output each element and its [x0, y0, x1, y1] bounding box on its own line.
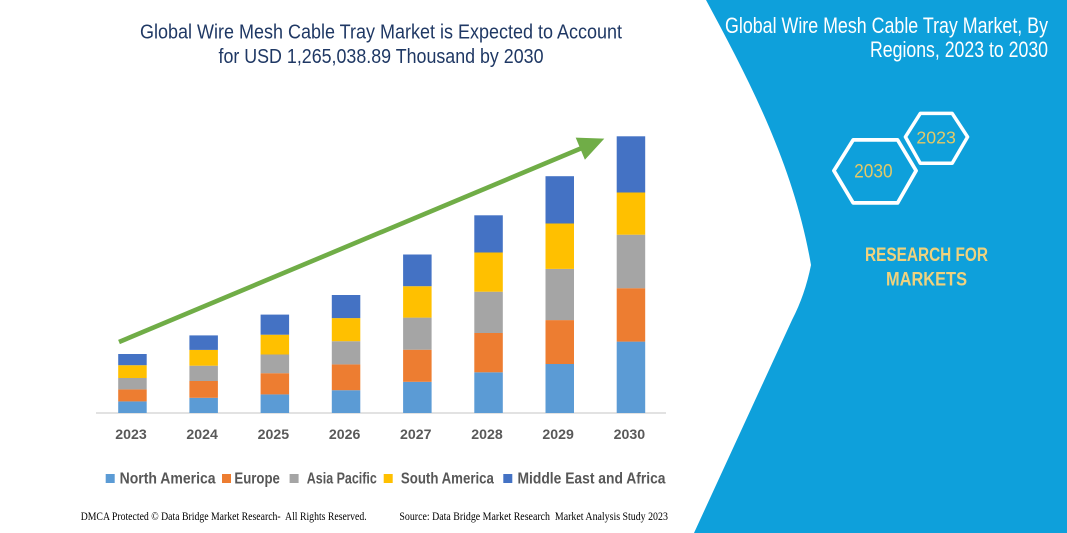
svg-text:RESEARCH FOR: RESEARCH FOR: [865, 245, 988, 266]
svg-text:Global Wire Mesh Cable Tray Ma: Global Wire Mesh Cable Tray Market, By: [725, 13, 1048, 38]
svg-text:2027: 2027: [400, 426, 432, 442]
svg-text:for USD 1,265,038.89 Thousand: for USD 1,265,038.89 Thousand by 2030: [219, 46, 544, 68]
svg-text:2023: 2023: [916, 128, 956, 148]
svg-text:Source: Data Bridge Market Res: Source: Data Bridge Market Research Mark…: [399, 509, 668, 523]
svg-text:2028: 2028: [471, 426, 503, 442]
svg-text:2024: 2024: [186, 426, 218, 442]
svg-text:Asia Pacific: Asia Pacific: [307, 471, 377, 488]
svg-text:2029: 2029: [542, 426, 574, 442]
svg-text:2030: 2030: [854, 162, 893, 183]
svg-text:2026: 2026: [329, 426, 361, 442]
svg-text:2025: 2025: [258, 426, 290, 442]
svg-text:2023: 2023: [115, 426, 147, 442]
svg-text:Regions, 2023 to 2030: Regions, 2023 to 2030: [870, 37, 1048, 62]
svg-text:MARKETS: MARKETS: [886, 270, 967, 291]
svg-text:DMCA Protected © Data Bridge M: DMCA Protected © Data Bridge Market Rese…: [81, 509, 367, 523]
svg-text:2030: 2030: [614, 426, 646, 442]
svg-text:North America: North America: [120, 471, 216, 488]
svg-text:Europe: Europe: [234, 471, 280, 488]
svg-text:South America: South America: [401, 471, 494, 488]
svg-text:Middle East and Africa: Middle East and Africa: [518, 471, 666, 488]
svg-text:Global Wire Mesh Cable Tray Ma: Global Wire Mesh Cable Tray Market is Ex…: [140, 22, 622, 44]
